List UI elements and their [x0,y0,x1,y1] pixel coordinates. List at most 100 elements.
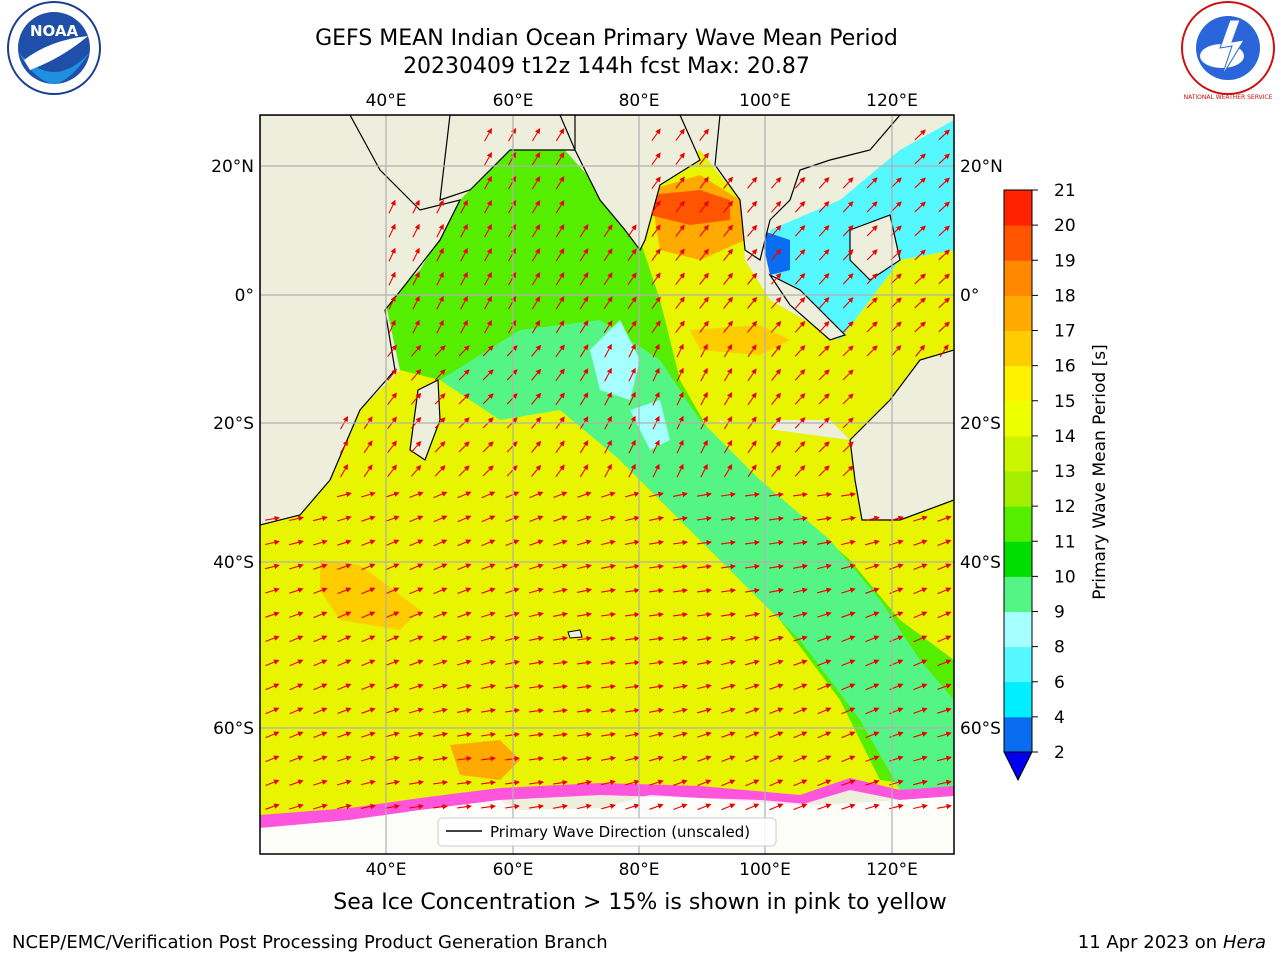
wave-arrow [697,683,712,690]
lat-label-left-40s: 40°S [213,553,254,573]
wave-arrow [817,683,832,691]
wave-arrow [721,515,736,522]
wave-arrow [625,779,640,786]
wave-arrow [481,779,496,786]
wave-arrow [937,683,952,690]
wave-arrow [508,223,517,238]
wave-arrow [385,803,400,810]
wave-arrow [793,587,808,594]
wave-arrow [673,539,688,546]
legend: Primary Wave Direction (unscaled) [437,817,777,847]
wave-arrow [436,271,444,286]
wave-arrow [409,515,424,523]
colorbar-cell [1004,716,1032,753]
wave-arrow [699,320,709,333]
wave-arrow [361,683,376,691]
wave-arrow [484,319,492,334]
wave-arrow [818,369,830,381]
wave-arrow [289,683,304,691]
wave-arrow [408,755,424,762]
wave-arrow [817,611,832,618]
wave-arrow [628,367,636,382]
wave-arrow [289,515,304,522]
wave-arrow [604,439,612,454]
wave-arrow [841,803,856,810]
wave-arrow [482,369,494,381]
wave-arrow [484,271,492,286]
wave-arrow [603,296,613,310]
wave-arrow [793,539,808,546]
wave-arrow [553,731,568,738]
wave-arrow [720,635,736,642]
lon-label-bottom-80e: 80°E [619,860,660,880]
wave-arrow [600,755,616,762]
wave-arrow [721,707,736,714]
wave-arrow [361,515,376,522]
wave-arrow [770,176,782,189]
wave-arrow [625,707,640,714]
wave-arrow [481,563,496,571]
wave-arrow [937,659,952,667]
wave-arrow [410,440,422,453]
wave-arrow [890,321,902,333]
wave-arrow [841,707,856,715]
wave-arrow [675,296,685,309]
chart-title: GEFS MEAN Indian Ocean Primary Wave Mean… [315,26,898,51]
wave-arrow [555,152,565,166]
wave-arrow [866,177,878,189]
wave-arrow [531,128,541,142]
wave-arrow [890,249,902,261]
wave-arrow [697,731,712,738]
wave-arrow [745,755,760,763]
colorbar-cell [1004,471,1032,507]
wave-arrow [914,177,926,189]
wave-arrow [865,803,880,810]
wave-arrow [481,491,496,499]
wave-arrow [794,344,806,357]
wave-arrow [700,439,708,454]
arabia-land [439,115,576,201]
wave-arrow [433,659,448,666]
wave-arrow [937,539,952,547]
wave-arrow [313,515,328,522]
wave-arrow [433,779,448,786]
wave-arrow [361,587,376,595]
wave-arrow [481,611,496,618]
wave-arrow [577,611,592,618]
wave-arrow [745,587,760,594]
wave-arrow [842,321,854,333]
wave-arrow [628,391,636,406]
wave-arrow [625,803,640,810]
wave-arrow [818,296,830,309]
wave-arrow [676,463,684,478]
wave-arrow [914,201,926,213]
wave-arrow [914,297,926,309]
wave-arrow [313,635,328,643]
wave-arrow [384,779,400,786]
colorbar-cell [1004,260,1032,296]
wave-arrow [699,200,709,213]
wave-arrow [793,515,808,522]
wave-arrow [337,563,352,570]
wave-arrow [433,803,448,810]
wave-arrow [648,707,664,714]
caption: Sea Ice Concentration > 15% is shown in … [333,890,947,915]
wave-arrow [506,345,518,357]
wave-arrow [508,319,517,334]
wave-arrow [457,563,472,571]
wave-arrow [313,755,328,762]
wave-arrow [553,635,568,642]
wave-arrow [433,635,448,642]
wave-arrow [676,367,684,382]
wave-arrow [817,779,832,787]
wave-arrow [265,707,280,715]
wave-arrow [721,491,736,498]
wave-arrow [818,272,830,285]
lat-label-right-40s: 40°S [960,553,1001,573]
wave-arrow [818,176,830,189]
wave-arrow [676,439,684,454]
wave-arrow [313,539,328,546]
wave-arrow [529,611,544,618]
colorbar-tick-label: 12 [1054,497,1076,517]
wave-arrow [436,319,444,334]
